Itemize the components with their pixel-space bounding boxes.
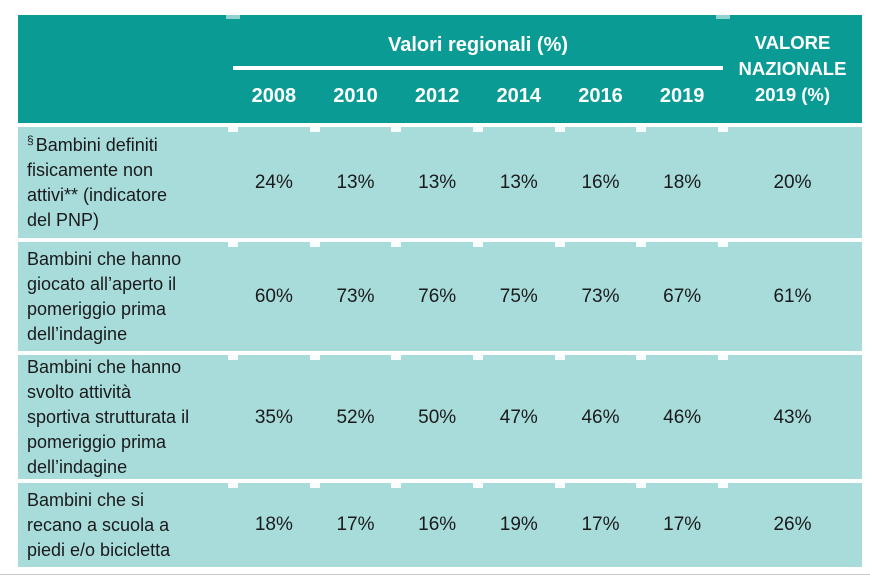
cell-value: 60%: [254, 285, 293, 307]
cell-value: 17%: [581, 514, 620, 535]
cell-value: 52%: [336, 406, 375, 428]
header-border-notch: [226, 15, 240, 19]
row-label-text: Bambini che hanno svolto attività sporti…: [27, 357, 190, 477]
cell-value: 16%: [581, 171, 620, 193]
row-label: Bambini che hanno svolto attività sporti…: [18, 355, 193, 480]
cell-value: 46%: [581, 406, 620, 428]
cell-value: 18%: [663, 171, 702, 193]
cell-value: 67%: [663, 285, 702, 307]
year-column-header-2019: 2019: [659, 85, 705, 107]
cell-value: 46%: [663, 406, 702, 428]
header-corner-cell: [18, 15, 233, 123]
header-border-notch: [716, 15, 730, 19]
row-label-text: Bambini che hanno giocato all’aperto il …: [27, 248, 182, 344]
year-columns-header: 2008 2010 2012 2014 2016 2019: [233, 84, 723, 108]
cell-value: 24%: [254, 171, 293, 193]
row-label-text: Bambini che si recano a scuola a piedi e…: [27, 489, 171, 560]
cell-national-value: 43%: [773, 406, 812, 428]
row-label-text: Bambini definiti fisicamente non attivi*…: [27, 134, 168, 230]
cell-value: 50%: [418, 406, 457, 428]
table-row: Bambini che hanno giocato all’aperto il …: [18, 242, 862, 351]
column-border-ticks: [228, 483, 238, 488]
cell-value: 19%: [499, 514, 538, 535]
national-header-line: VALORE: [754, 32, 831, 53]
national-value-header: VALORE NAZIONALE 2019 (%): [723, 15, 862, 123]
page-bottom-border: [0, 574, 870, 575]
table-row: Bambini che hanno svolto attività sporti…: [18, 355, 862, 479]
year-column-header-2008: 2008: [251, 85, 297, 107]
header-regional-group: Valori regionali (%) 2008 2010 2012 2014…: [233, 15, 723, 123]
header-underline: [233, 66, 723, 70]
cell-value: 17%: [336, 514, 375, 535]
cell-value: 35%: [254, 406, 293, 428]
cell-value: 13%: [418, 171, 457, 193]
cell-value: 76%: [418, 285, 457, 307]
cell-national-value: 61%: [773, 285, 812, 307]
indicators-table: Valori regionali (%) 2008 2010 2012 2014…: [18, 15, 862, 567]
cell-value: 75%: [499, 285, 538, 307]
column-border-ticks: [228, 242, 238, 247]
section-symbol: §: [27, 132, 34, 147]
row-label: Bambini che hanno giocato all’aperto il …: [18, 247, 193, 347]
national-header-line: 2019 (%): [754, 84, 831, 105]
cell-value: 73%: [336, 285, 375, 307]
year-column-header-2010: 2010: [333, 85, 378, 107]
table-header: Valori regionali (%) 2008 2010 2012 2014…: [18, 15, 862, 123]
table-row: Bambini che si recano a scuola a piedi e…: [18, 483, 862, 567]
row-label: Bambini che si recano a scuola a piedi e…: [18, 488, 193, 563]
regional-values-header: Valori regionali (%): [387, 34, 569, 56]
year-column-header-2016: 2016: [578, 85, 623, 107]
cell-value: 18%: [254, 514, 293, 535]
cell-national-value: 20%: [773, 171, 812, 193]
cell-value: 17%: [663, 514, 702, 535]
table-row: § Bambini definiti fisicamente non attivi…: [18, 127, 862, 238]
cell-value: 16%: [418, 514, 457, 535]
cell-value: 13%: [336, 171, 375, 193]
row-label: § Bambini definiti fisicamente non attivi…: [18, 133, 193, 233]
cell-value: 13%: [499, 171, 538, 193]
cell-value: 73%: [581, 285, 620, 307]
column-border-ticks: [228, 127, 238, 132]
national-header-line: NAZIONALE: [738, 58, 847, 79]
cell-national-value: 26%: [773, 514, 812, 535]
year-column-header-2012: 2012: [414, 85, 460, 107]
cell-value: 47%: [499, 406, 538, 428]
column-border-ticks: [228, 355, 238, 360]
year-column-header-2014: 2014: [496, 85, 542, 107]
